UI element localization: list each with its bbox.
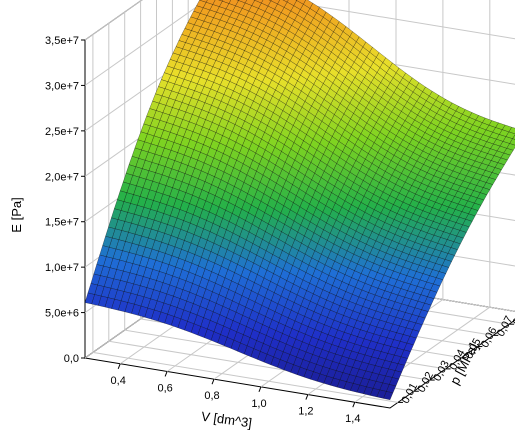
x-tick-mark <box>258 386 262 393</box>
x-tick-label: 0,4 <box>111 375 126 387</box>
x-tick-label: 0,6 <box>157 382 172 394</box>
x-tick-label: 1,2 <box>298 406 313 418</box>
x-tick-mark <box>117 363 121 369</box>
x-tick-mark <box>352 402 356 408</box>
z-gridline <box>84 0 515 86</box>
axis-ticks: 0,0 5,0e+6 1,0e+7 1,5e+7 2,0e+7 2,5e+7 3,0e+7 3… <box>45 35 515 425</box>
x-tick-mark <box>164 371 168 377</box>
x-tick-mark <box>305 394 309 400</box>
y-gridline <box>92 34 398 403</box>
z-tick-label: 3,0e+7 <box>45 80 79 92</box>
z-gridline <box>84 0 143 41</box>
z-tick-label: 3,5e+7 <box>45 35 79 47</box>
z-tick-label: 1,5e+7 <box>45 217 79 229</box>
z-tick-label: 1,0e+7 <box>45 262 79 274</box>
surface-cell <box>84 292 95 305</box>
x-tick-label: 1,4 <box>345 413 360 425</box>
surface-mesh <box>84 0 515 401</box>
x-tick-label: 1,0 <box>251 398 266 410</box>
z-tick-label: 0,0 <box>64 353 79 365</box>
z-axis-label: E [Pa] <box>9 197 24 232</box>
x-tick-label: 0,8 <box>204 390 219 402</box>
x-axis-label: V [dm^3] <box>200 409 252 431</box>
z-tick-label: 2,5e+7 <box>45 126 79 138</box>
z-tick-label: 2,0e+7 <box>45 171 79 183</box>
z-tick-label: 5,0e+6 <box>45 308 79 320</box>
x-tick-mark <box>211 378 215 385</box>
